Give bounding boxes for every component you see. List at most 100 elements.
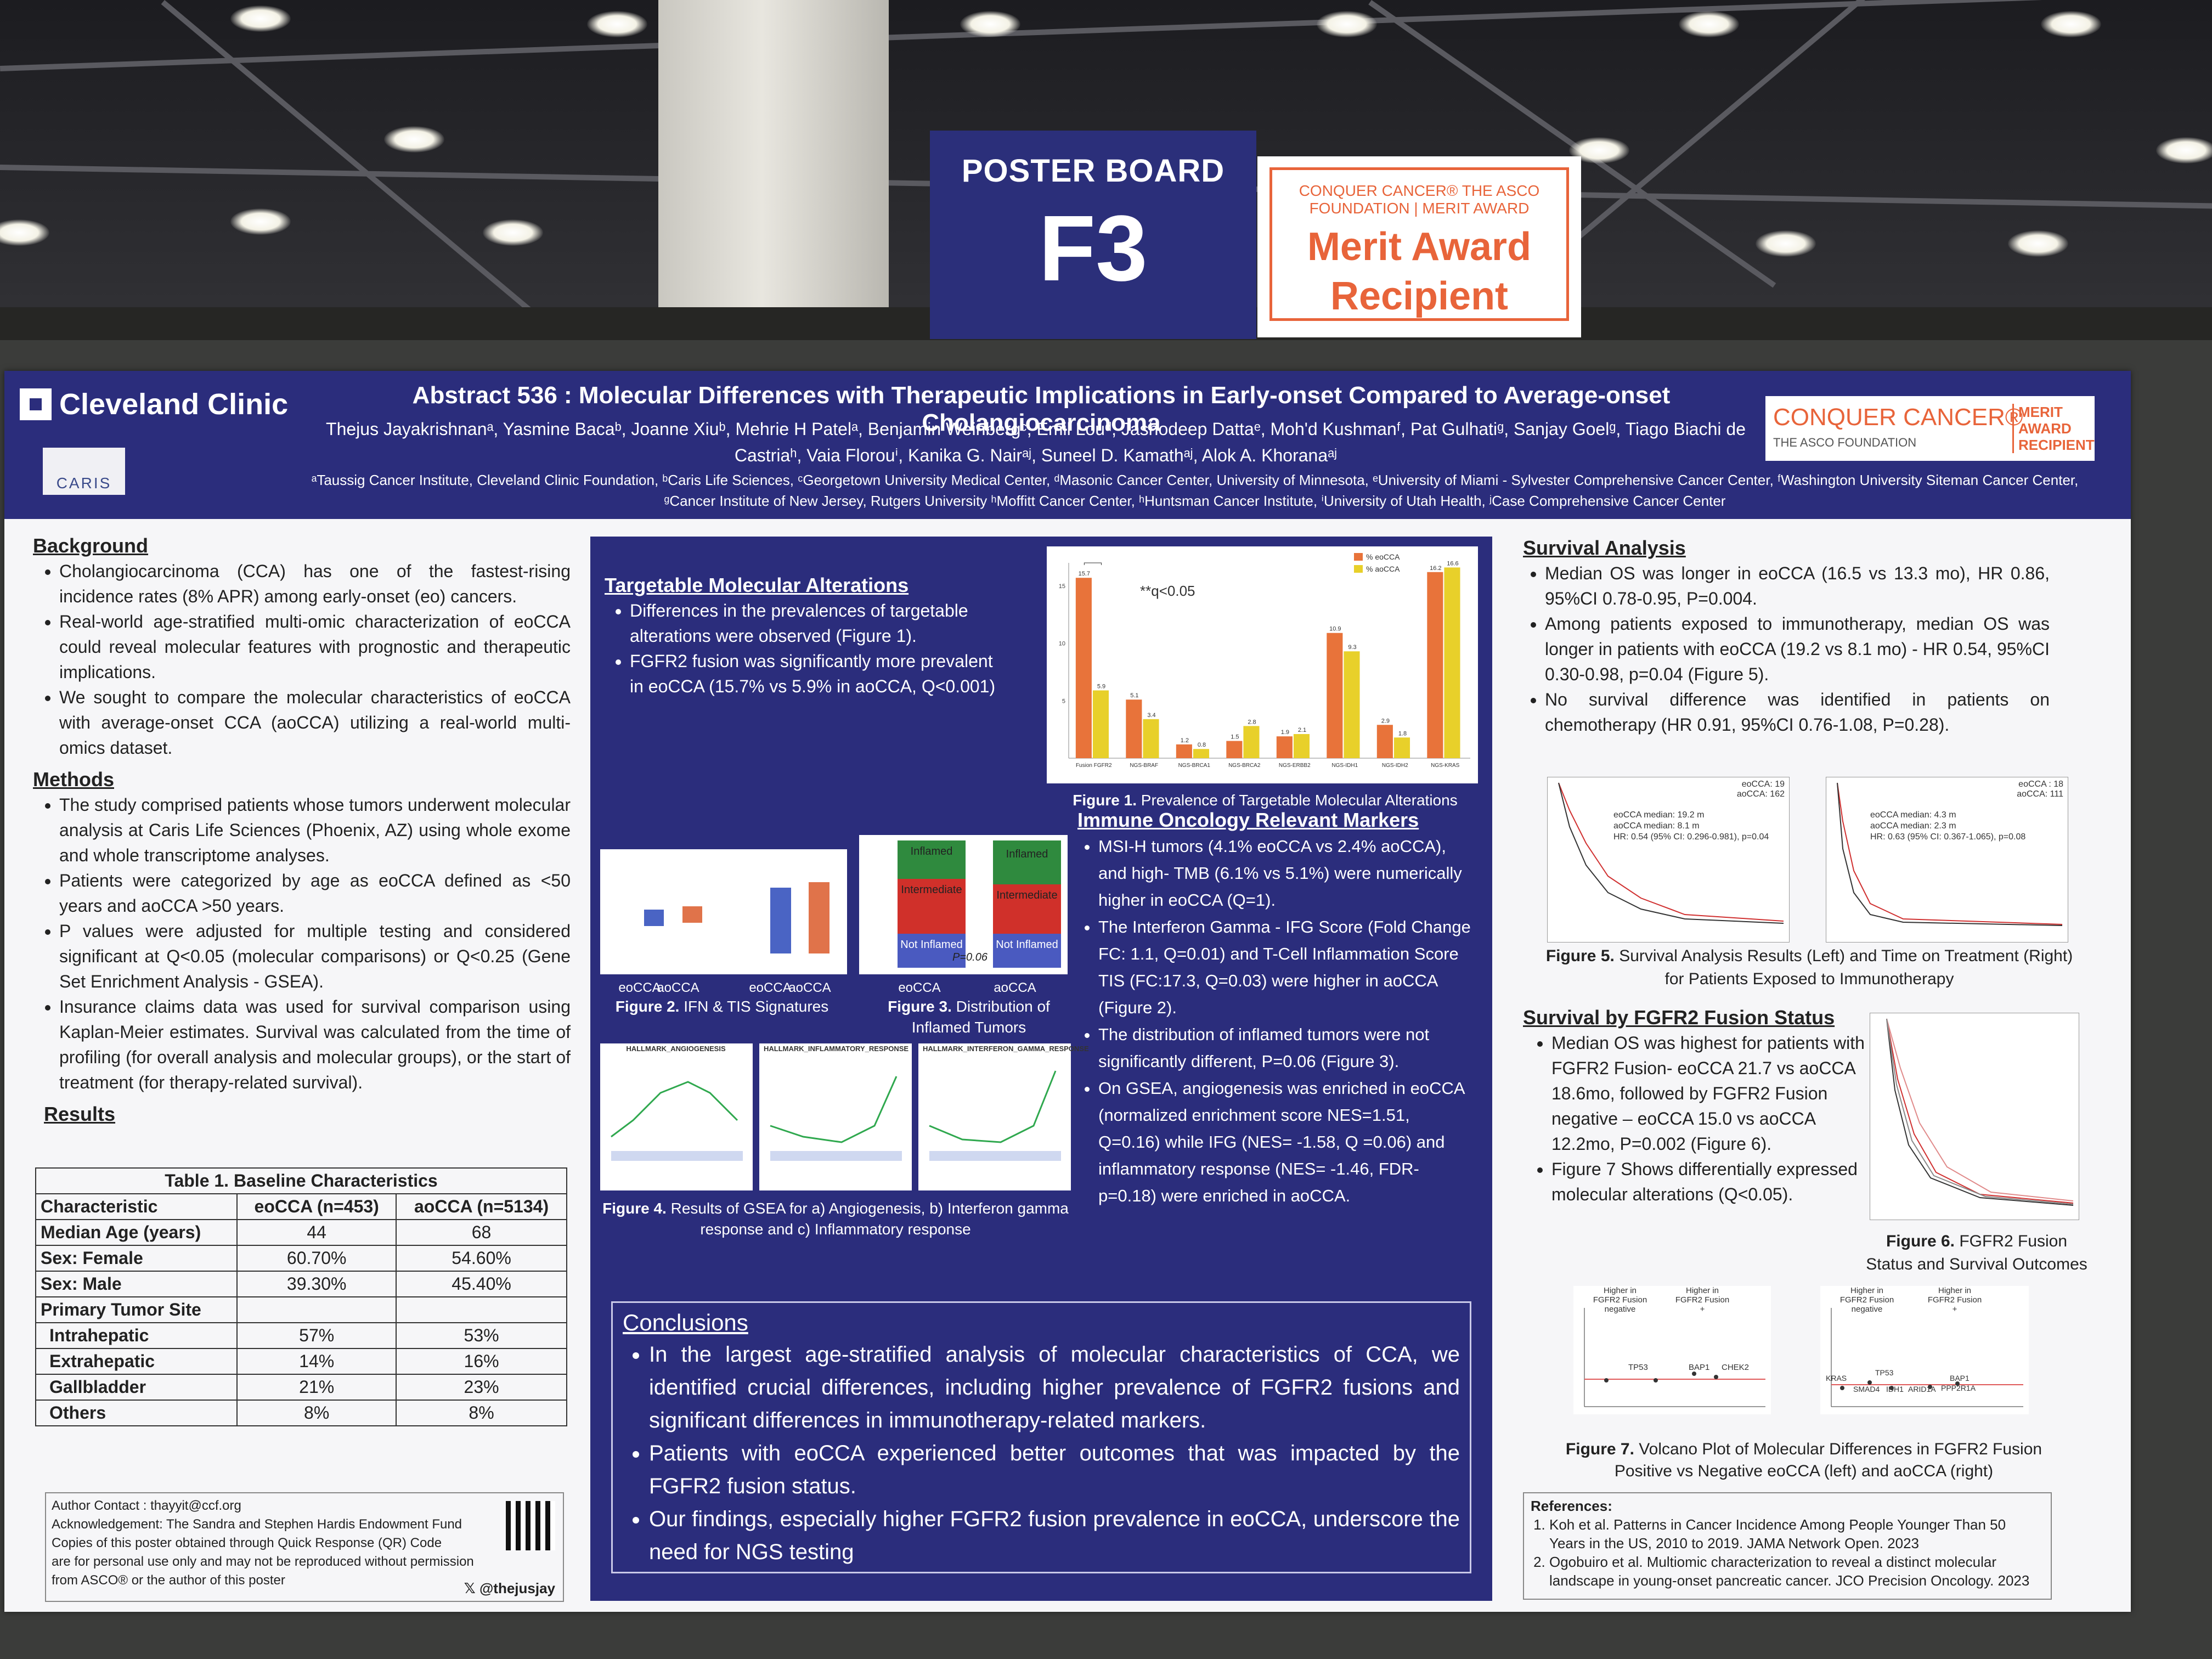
y-tick-label: 5 bbox=[1062, 698, 1065, 704]
table-cell: 8% bbox=[236, 1400, 397, 1426]
legend-swatch bbox=[1354, 553, 1363, 561]
table-cell: Sex: Female bbox=[35, 1245, 238, 1272]
segment-not-inflamed: Not Inflamed bbox=[993, 934, 1061, 968]
volcano-gene: SMAD4 bbox=[1853, 1385, 1880, 1393]
table-cell: 45.40% bbox=[396, 1271, 567, 1297]
bar bbox=[1092, 690, 1109, 758]
io-heading: Immune Oncology Relevant Markers bbox=[1077, 809, 1419, 831]
table-row: Intrahepatic 57% 53% bbox=[35, 1322, 567, 1349]
list-item: No survival difference was identified in… bbox=[1545, 687, 2050, 737]
x-tick-label: NGS-KRAS bbox=[1431, 763, 1460, 769]
list-item: The study comprised patients whose tumor… bbox=[59, 792, 571, 868]
merit-sign-line1: Merit Award bbox=[1307, 225, 1532, 269]
volcano-points bbox=[1584, 1308, 1765, 1407]
km-plot-fgfr2 bbox=[1870, 1013, 2079, 1220]
km-legend: aoCCA: 111 bbox=[2017, 789, 2063, 799]
figure2-label: aoCCA bbox=[788, 980, 831, 995]
figure3-label: aoCCA bbox=[994, 980, 1036, 995]
references-box: References: Koh et al. Patterns in Cance… bbox=[1523, 1492, 2052, 1600]
contact-line: Acknowledgement: The Sandra and Stephen … bbox=[52, 1517, 462, 1532]
bar-value-label: 5.9 bbox=[1097, 683, 1105, 690]
volcano-gene: CHEK2 bbox=[1722, 1363, 1750, 1372]
conquer-award: MERIT AWARD RECIPIENT bbox=[2012, 404, 2095, 453]
table-row: Sex: Female 60.70% 54.60% bbox=[35, 1245, 567, 1272]
gsea-plot-inflammatory: HALLMARK_INFLAMMATORY_RESPONSE bbox=[759, 1043, 912, 1190]
table-row: Median Age (years) 44 68 bbox=[35, 1219, 567, 1246]
table-header: eoCCA (n=453) bbox=[236, 1193, 397, 1220]
x-tick-label: NGS-IDH1 bbox=[1331, 763, 1358, 769]
table-row: Others 8% 8% bbox=[35, 1400, 567, 1426]
conclusions-box: Conclusions In the largest age-stratifie… bbox=[611, 1301, 1471, 1573]
significance-annotation: **q<0.05 bbox=[1140, 583, 1195, 599]
ceiling-light bbox=[483, 219, 543, 246]
ceiling-light bbox=[1679, 11, 1739, 37]
figure7-caption: Figure 7. Volcano Plot of Molecular Diff… bbox=[1541, 1438, 2067, 1482]
reference-item: Ogobuiro et al. Multiomic characterizati… bbox=[1549, 1553, 2044, 1590]
boxplot-ao-ifn bbox=[682, 906, 702, 923]
twitter-text: @thejusjay bbox=[479, 1580, 555, 1596]
boxplot-ao-tis bbox=[809, 882, 830, 953]
list-item: FGFR2 fusion was significantly more prev… bbox=[630, 648, 1000, 699]
figure4-caption-bold: Figure 4. bbox=[602, 1200, 667, 1217]
legend-label: % eoCCA bbox=[1366, 552, 1400, 561]
boxplot-eo-tis bbox=[770, 888, 791, 953]
conquer-sub: THE ASCO FOUNDATION bbox=[1773, 436, 1917, 449]
figure5-caption-text: Survival Analysis Results (Left) and Tim… bbox=[1619, 947, 2073, 988]
background-list: Cholangiocarcinoma (CCA) has one of the … bbox=[33, 558, 571, 760]
contact-line: Author Contact : thayyit@ccf.org bbox=[52, 1498, 241, 1513]
immune-oncology-section: Immune Oncology Relevant Markers MSI-H t… bbox=[1077, 808, 1472, 1209]
bar-value-label: 10.9 bbox=[1329, 626, 1341, 633]
merit-award-sign: CONQUER CANCER® THE ASCO FOUNDATION | ME… bbox=[1257, 156, 1581, 337]
ceiling-beam bbox=[161, 0, 543, 322]
km-legend: eoCCA: 19 bbox=[1741, 780, 1785, 789]
poster: Cleveland Clinic CARIS Abstract 536 : Mo… bbox=[4, 371, 2131, 1612]
table-cell bbox=[396, 1296, 567, 1323]
table-cell: 14% bbox=[236, 1348, 397, 1375]
ceiling-light bbox=[1317, 11, 1377, 37]
figure7-caption-text: Volcano Plot of Molecular Differences in… bbox=[1614, 1440, 2042, 1480]
figure1-caption-bold: Figure 1. bbox=[1073, 792, 1137, 809]
clinic-logo-icon bbox=[20, 388, 52, 420]
table-cell: Sex: Male bbox=[35, 1271, 238, 1297]
poster-authors: Thejus Jayakrishnanᵃ, Yasmine Bacaᵇ, Joa… bbox=[326, 419, 1746, 465]
figure3-bar-eo: Inflamed Intermediate Not Inflamed bbox=[898, 840, 966, 968]
volcano-label: Higher in FGFR2 Fusion negative bbox=[1839, 1286, 1894, 1314]
table-cell: 8% bbox=[396, 1400, 567, 1426]
bar-value-label: 1.8 bbox=[1398, 730, 1407, 737]
bar bbox=[1293, 734, 1310, 758]
list-item: Median OS was highest for patients with … bbox=[1551, 1030, 1874, 1156]
table-header: aoCCA (n=5134) bbox=[396, 1193, 567, 1220]
volcano-gene: KRAS bbox=[1826, 1374, 1847, 1383]
km-curve bbox=[1886, 1018, 2074, 1206]
gsea-plot-angiogenesis: HALLMARK_ANGIOGENESIS bbox=[600, 1043, 753, 1190]
list-item: Our findings, especially higher FGFR2 fu… bbox=[649, 1503, 1460, 1568]
figure2-label: eoCCA bbox=[749, 980, 792, 995]
gsea-curve bbox=[770, 1076, 902, 1161]
table-row: Gallbladder 21% 23% bbox=[35, 1374, 567, 1401]
poster-affiliations: ᵃTaussig Cancer Institute, Cleveland Cli… bbox=[311, 472, 2079, 509]
references-heading: References: bbox=[1531, 1498, 1612, 1514]
bar bbox=[1376, 725, 1393, 758]
table-cell: 53% bbox=[396, 1322, 567, 1349]
segment-intermediate: Intermediate bbox=[898, 879, 966, 934]
bar bbox=[1226, 741, 1243, 758]
volcano-gene: ARID1A bbox=[1908, 1385, 1936, 1393]
survival-heading: Survival Analysis bbox=[1523, 537, 1686, 559]
figure2-caption: Figure 2. IFN & TIS Signatures bbox=[590, 996, 854, 1017]
figure2-caption-bold: Figure 2. bbox=[615, 998, 680, 1015]
figure2-boxplot bbox=[600, 849, 847, 974]
x-logo-icon: 𝕏 bbox=[464, 1580, 479, 1596]
bar-value-label: 16.6 bbox=[1447, 560, 1458, 567]
bar bbox=[1327, 633, 1343, 758]
bar bbox=[1126, 699, 1142, 758]
cleveland-clinic-logo: Cleveland Clinic bbox=[20, 387, 288, 421]
figure1-caption: Figure 1. Prevalence of Targetable Molec… bbox=[1040, 790, 1490, 811]
bar bbox=[1393, 737, 1410, 758]
figure1-caption-text: Prevalence of Targetable Molecular Alter… bbox=[1141, 792, 1458, 809]
table-cell: Median Age (years) bbox=[35, 1219, 238, 1246]
qr-code-icon bbox=[506, 1501, 555, 1550]
volcano-points bbox=[1831, 1308, 2023, 1407]
table-cell: Intrahepatic bbox=[35, 1322, 238, 1349]
bar bbox=[1344, 651, 1360, 758]
figure4-caption: Figure 4. Results of GSEA for a) Angioge… bbox=[600, 1198, 1071, 1240]
